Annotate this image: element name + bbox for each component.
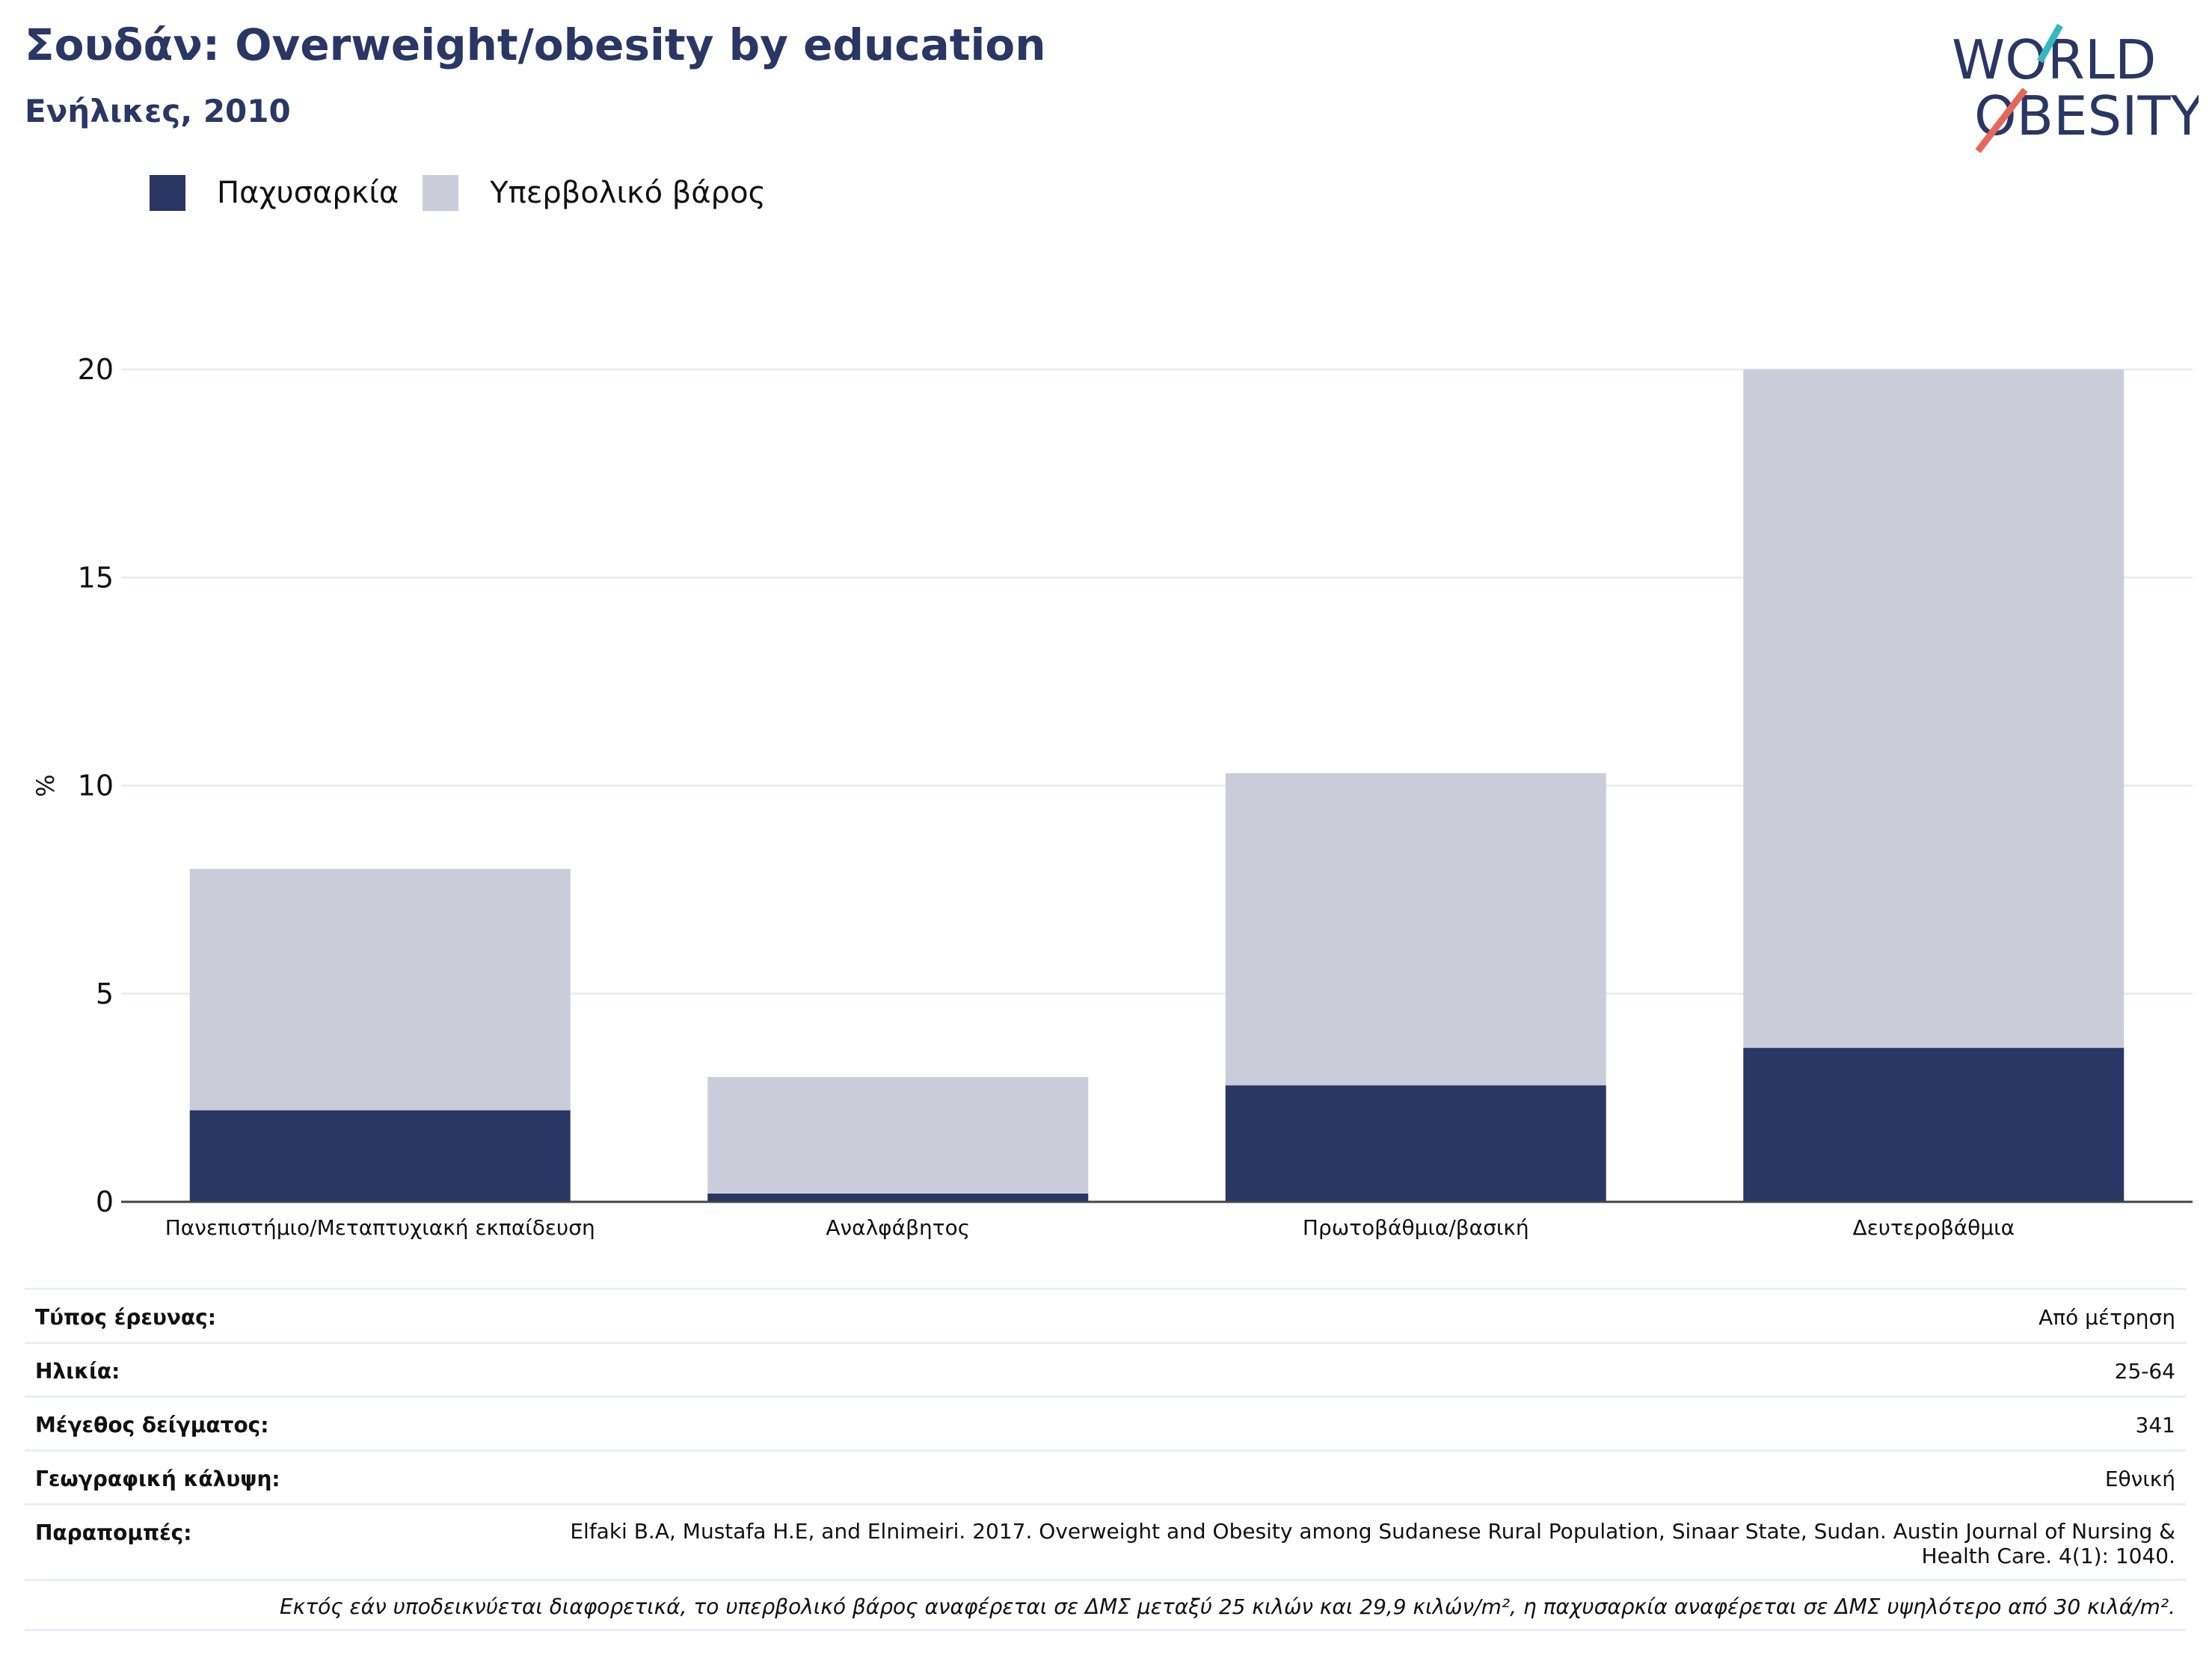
info-label-survey-type: Τύπος έρευνας:: [35, 1305, 216, 1330]
info-value-references: Elfaki B.A, Mustafa H.E, and Elnimeiri. …: [570, 1519, 2175, 1568]
info-value-survey-type: Από μέτρηση: [2039, 1305, 2175, 1330]
logo-slash-coral: [1975, 88, 2028, 153]
y-axis-title: %: [31, 774, 60, 796]
bar-overweight: [1743, 369, 2125, 1049]
info-row-references: Παραπομπές: Elfaki B.A, Mustafa H.E, and…: [25, 1503, 2186, 1579]
legend-item-obesity: Παχυσαρκία: [150, 175, 399, 211]
info-value-coverage: Εθνική: [2104, 1467, 2175, 1491]
info-row-note: Εκτός εάν υποδεικνύεται διαφορετικά, το …: [25, 1579, 2186, 1631]
bars: [189, 369, 2125, 1202]
legend-swatch-obesity: [150, 175, 185, 211]
x-category-label: Πανεπιστήμιο/Μεταπτυχιακή εκπαίδευση: [165, 1215, 595, 1240]
info-row-sample-size: Μέγεθος δείγματος: 341: [25, 1396, 2186, 1449]
chart-title: Σουδάν: Overweight/obesity by education: [25, 19, 1046, 70]
bar-obesity: [1743, 1048, 2125, 1202]
legend-label-obesity: Παχυσαρκία: [217, 176, 399, 210]
info-row-age: Ηλικία: 25-64: [25, 1342, 2186, 1396]
y-tick-label: 15: [78, 561, 114, 594]
bar-overweight: [189, 868, 571, 1111]
chart-legend: Παχυσαρκία Υπερβολικό βάρος: [150, 172, 790, 214]
info-value-age: 25-64: [2114, 1359, 2175, 1384]
info-label-coverage: Γεωγραφική κάλυψη:: [35, 1467, 280, 1491]
world-obesity-logo: WORLD OBESITY: [1952, 23, 2199, 153]
legend-label-overweight: Υπερβολικό βάρος: [490, 176, 766, 210]
legend-swatch-overweight: [423, 175, 459, 211]
info-row-survey-type: Τύπος έρευνας: Από μέτρηση: [25, 1288, 2186, 1342]
bar-obesity: [189, 1110, 571, 1202]
x-category-label: Πρωτοβάθμια/βασική: [1303, 1215, 1529, 1240]
axes: 0 5 10 15 20% Πανεπιστήμιο/Μεταπτυχιακή εκπαί…: [31, 353, 2193, 1240]
legend-item-overweight: Υπερβολικό βάρος: [423, 175, 766, 211]
logo-slash-teal: [2037, 23, 2063, 64]
logo-line2: OBESITY: [1974, 85, 2199, 147]
bar-obesity: [1225, 1085, 1606, 1202]
info-row-coverage: Γεωγραφική κάλυψη: Εθνική: [25, 1449, 2186, 1503]
y-tick-label: 20: [78, 353, 114, 386]
definition-note: Εκτός εάν υποδεικνύεται διαφορετικά, το …: [280, 1594, 2175, 1619]
info-label-sample-size: Μέγεθος δείγματος:: [35, 1413, 269, 1437]
info-label-age: Ηλικία:: [35, 1359, 120, 1384]
y-tick-label: 10: [78, 770, 114, 802]
y-tick-label: 0: [96, 1185, 114, 1218]
chart-subtitle: Ενήλικες, 2010: [25, 93, 291, 129]
info-value-sample-size: 341: [2135, 1413, 2175, 1437]
bar-overweight: [707, 1077, 1089, 1194]
x-category-label: Αναλφάβητος: [826, 1215, 970, 1240]
bar-obesity: [707, 1193, 1089, 1202]
y-tick-label: 5: [96, 977, 114, 1010]
bar-chart: 0 5 10 15 20% Πανεπιστήμιο/Μεταπτυχιακή εκπαί…: [31, 353, 2193, 1240]
bar-overweight: [1225, 773, 1606, 1086]
x-category-label: Δευτεροβάθμια: [1852, 1215, 2015, 1240]
info-label-references: Παραπομπές:: [35, 1520, 192, 1545]
survey-info-table: Τύπος έρευνας: Από μέτρηση Ηλικία: 25-64…: [25, 1288, 2186, 1631]
